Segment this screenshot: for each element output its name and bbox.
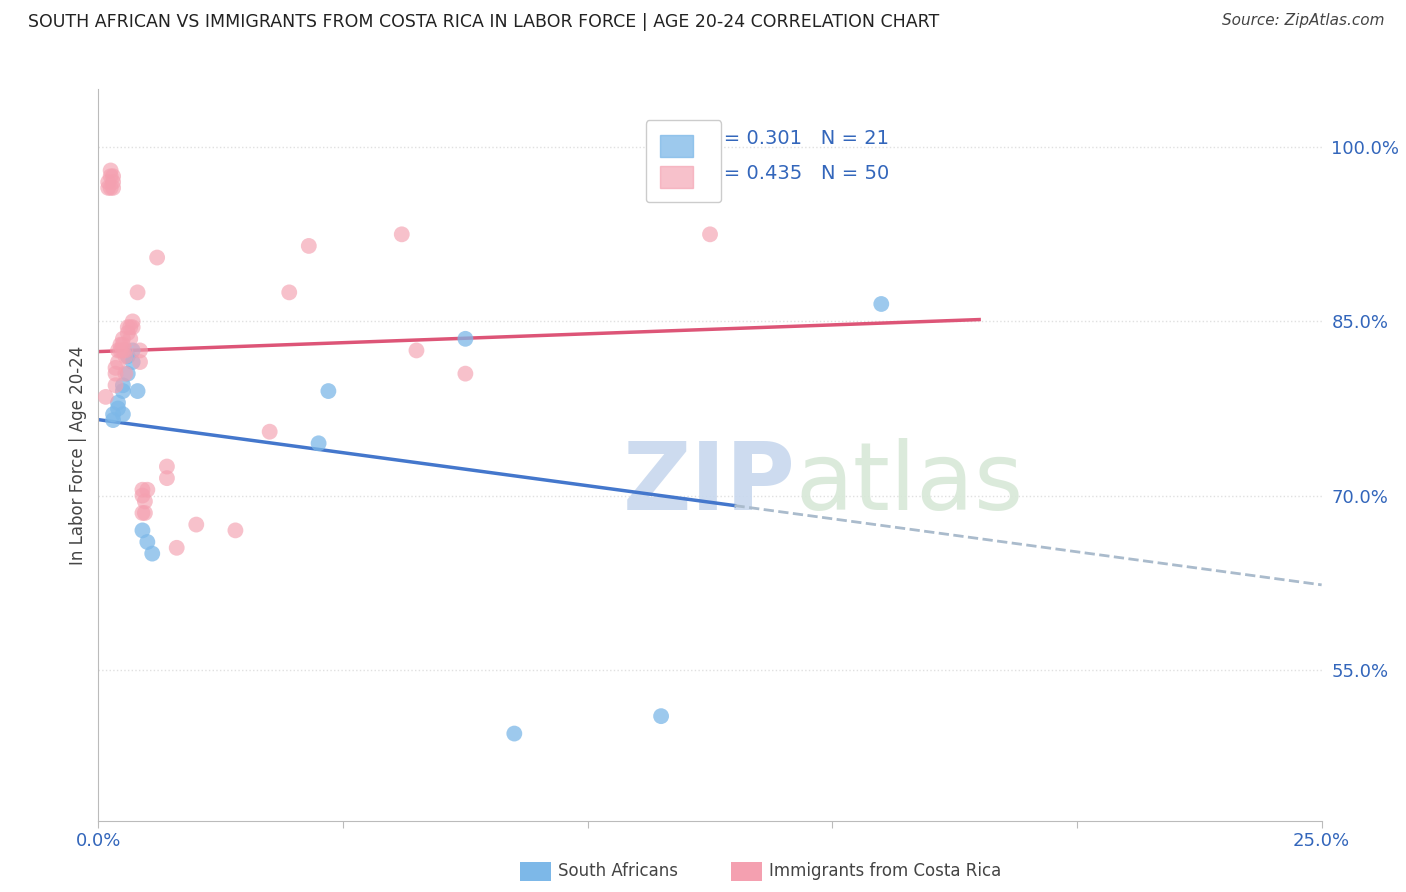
Point bbox=[104, 367, 127, 381]
Text: Immigrants from Costa Rica: Immigrants from Costa Rica bbox=[769, 863, 1001, 880]
Point bbox=[134, 506, 156, 520]
Point bbox=[318, 384, 340, 398]
Point bbox=[121, 314, 143, 328]
Y-axis label: In Labor Force | Age 20-24: In Labor Force | Age 20-24 bbox=[69, 345, 87, 565]
Point bbox=[117, 367, 139, 381]
Text: South Africans: South Africans bbox=[558, 863, 678, 880]
Point bbox=[110, 343, 132, 358]
Point bbox=[134, 494, 156, 508]
Point bbox=[131, 506, 153, 520]
Text: atlas: atlas bbox=[796, 438, 1024, 530]
Point bbox=[127, 384, 149, 398]
Point bbox=[131, 524, 153, 538]
Point bbox=[454, 332, 477, 346]
Point bbox=[308, 436, 330, 450]
Point bbox=[100, 181, 122, 195]
Point bbox=[117, 320, 139, 334]
Point bbox=[120, 320, 142, 334]
Point bbox=[117, 326, 139, 340]
Point bbox=[107, 395, 129, 409]
Point bbox=[101, 181, 124, 195]
Point bbox=[111, 343, 134, 358]
Point bbox=[101, 175, 124, 189]
Point bbox=[129, 343, 152, 358]
Point bbox=[114, 349, 136, 363]
Point bbox=[97, 175, 120, 189]
Point bbox=[405, 343, 427, 358]
Point bbox=[104, 378, 127, 392]
Point bbox=[166, 541, 188, 555]
Point bbox=[111, 337, 134, 351]
Point bbox=[141, 547, 163, 561]
Point bbox=[101, 407, 124, 421]
Text: R = 0.301   N = 21: R = 0.301 N = 21 bbox=[704, 129, 889, 148]
Point bbox=[111, 384, 134, 398]
Point bbox=[186, 517, 208, 532]
Point bbox=[298, 239, 321, 253]
Text: SOUTH AFRICAN VS IMMIGRANTS FROM COSTA RICA IN LABOR FORCE | AGE 20-24 CORRELATI: SOUTH AFRICAN VS IMMIGRANTS FROM COSTA R… bbox=[28, 13, 939, 31]
Point bbox=[111, 407, 134, 421]
Point bbox=[146, 251, 169, 265]
Point bbox=[454, 367, 477, 381]
Point bbox=[156, 471, 179, 485]
Point bbox=[503, 726, 526, 740]
Point bbox=[127, 285, 149, 300]
Text: Source: ZipAtlas.com: Source: ZipAtlas.com bbox=[1222, 13, 1385, 29]
Point bbox=[391, 227, 413, 242]
Point bbox=[97, 181, 120, 195]
Point bbox=[114, 367, 136, 381]
Point bbox=[104, 360, 127, 375]
Point bbox=[107, 343, 129, 358]
Point bbox=[121, 320, 143, 334]
Point bbox=[107, 355, 129, 369]
Point bbox=[121, 343, 143, 358]
Point bbox=[131, 483, 153, 497]
Point bbox=[107, 401, 129, 416]
Point bbox=[100, 169, 122, 184]
Point bbox=[278, 285, 301, 300]
Point bbox=[101, 413, 124, 427]
Point bbox=[156, 459, 179, 474]
Point bbox=[110, 337, 132, 351]
Point bbox=[121, 355, 143, 369]
Point bbox=[136, 483, 159, 497]
Point bbox=[129, 355, 152, 369]
Text: R = 0.435   N = 50: R = 0.435 N = 50 bbox=[704, 164, 889, 183]
Point bbox=[650, 709, 672, 723]
Point bbox=[111, 378, 134, 392]
Point bbox=[94, 390, 117, 404]
Point bbox=[117, 349, 139, 363]
Point bbox=[870, 297, 893, 311]
Point bbox=[114, 343, 136, 358]
Point bbox=[136, 535, 159, 549]
Point bbox=[120, 332, 142, 346]
Point bbox=[131, 489, 153, 503]
Legend: , : , bbox=[645, 120, 721, 202]
Point bbox=[100, 163, 122, 178]
Point bbox=[101, 169, 124, 184]
Point bbox=[699, 227, 721, 242]
Point bbox=[259, 425, 281, 439]
Point bbox=[224, 524, 246, 538]
Point bbox=[111, 332, 134, 346]
Text: ZIP: ZIP bbox=[623, 438, 796, 530]
